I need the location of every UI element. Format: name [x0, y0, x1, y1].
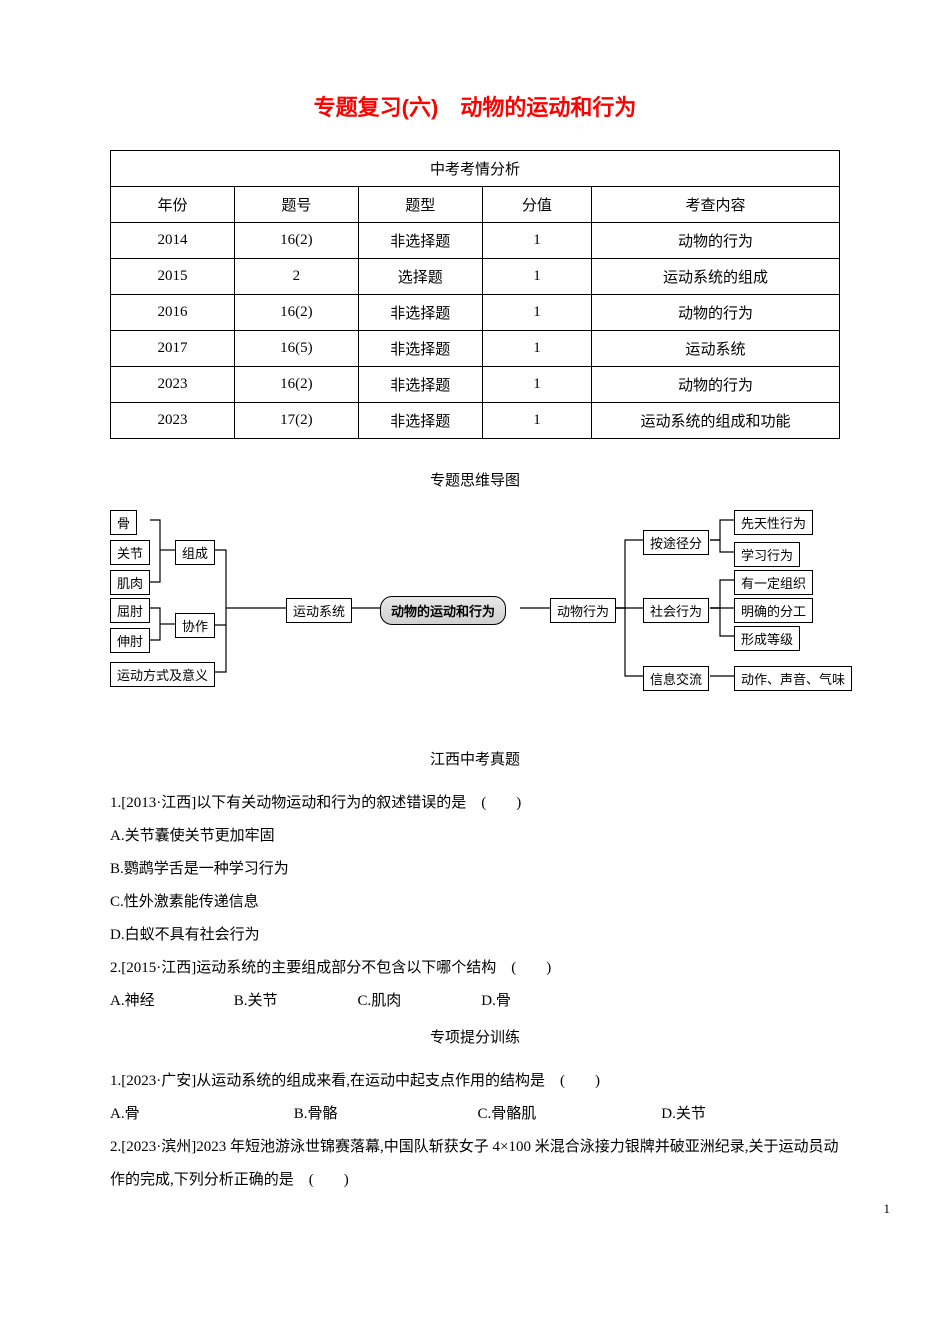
section-zhuanxiang-heading: 专项提分训练: [110, 1026, 840, 1047]
node-quzhou: 屈肘: [110, 598, 150, 623]
exam-analysis-table: 中考考情分析 年份 题号 题型 分值 考查内容 201416(2)非选择题1动物…: [110, 150, 840, 439]
node-center: 动物的运动和行为: [380, 596, 506, 625]
q2-stem: 2.[2015·江西]运动系统的主要组成部分不包含以下哪个结构 ( ): [110, 952, 840, 985]
table-row: 201716(5)非选择题1运动系统: [111, 331, 840, 367]
q2-opt-d: D.骨: [481, 985, 601, 1018]
mindmap-heading: 专题思维导图: [110, 469, 840, 490]
q3-opt-d: D.关节: [661, 1098, 811, 1131]
q2-opt-a: A.神经: [110, 985, 230, 1018]
node-yundongxitong: 运动系统: [286, 598, 352, 623]
page-container: 专题复习(六) 动物的运动和行为 中考考情分析 年份 题号 题型 分值 考查内容…: [0, 0, 950, 1227]
table-header-row: 年份 题号 题型 分值 考查内容: [111, 187, 840, 223]
table-row: 201616(2)非选择题1动物的行为: [111, 295, 840, 331]
q1-opt-a: A.关节囊使关节更加牢固: [110, 820, 840, 853]
node-xingchengdengji: 形成等级: [734, 626, 800, 651]
th-qnum: 题号: [234, 187, 358, 223]
th-qtype: 题型: [358, 187, 482, 223]
table-row: 202316(2)非选择题1动物的行为: [111, 367, 840, 403]
mindmap-diagram: 骨 关节 肌肉 组成 屈肘 伸肘 协作 运动方式及意义 运动系统 动物的运动和行…: [110, 508, 840, 708]
q1-opt-d: D.白蚁不具有社会行为: [110, 919, 840, 952]
q2-opt-b: B.关节: [234, 985, 354, 1018]
node-dongwuxingwei: 动物行为: [550, 598, 616, 623]
node-xinxijiaoliu: 信息交流: [643, 666, 709, 691]
table-row: 201416(2)非选择题1动物的行为: [111, 223, 840, 259]
page-number: 1: [884, 1201, 891, 1217]
q3-opt-a: A.骨: [110, 1098, 290, 1131]
node-shehuixingwei: 社会行为: [643, 598, 709, 623]
node-yundongfangshi: 运动方式及意义: [110, 662, 215, 687]
table-caption: 中考考情分析: [111, 151, 840, 187]
node-antujingfen: 按途径分: [643, 530, 709, 555]
section-jiangxi-heading: 江西中考真题: [110, 748, 840, 769]
node-gu: 骨: [110, 510, 137, 535]
q2-options: A.神经 B.关节 C.肌肉 D.骨: [110, 985, 840, 1018]
node-xiezuo: 协作: [175, 613, 215, 638]
page-title: 专题复习(六) 动物的运动和行为: [110, 90, 840, 122]
q1-opt-c: C.性外激素能传递信息: [110, 886, 840, 919]
node-youzuzhi: 有一定组织: [734, 570, 813, 595]
table-row: 202317(2)非选择题1运动系统的组成和功能: [111, 403, 840, 439]
node-jirou: 肌肉: [110, 570, 150, 595]
q3-opt-b: B.骨骼: [294, 1098, 474, 1131]
q4-stem: 2.[2023·滨州]2023 年短池游泳世锦赛落幕,中国队斩获女子 4×100…: [110, 1131, 840, 1197]
q1-opt-b: B.鹦鹉学舌是一种学习行为: [110, 853, 840, 886]
q3-opt-c: C.骨骼肌: [478, 1098, 658, 1131]
node-mingquefengong: 明确的分工: [734, 598, 813, 623]
q3-options: A.骨 B.骨骼 C.骨骼肌 D.关节: [110, 1098, 840, 1131]
th-score: 分值: [482, 187, 591, 223]
node-xuexixingwei: 学习行为: [734, 542, 800, 567]
q1-stem: 1.[2013·江西]以下有关动物运动和行为的叙述错误的是 ( ): [110, 787, 840, 820]
q3-stem: 1.[2023·广安]从运动系统的组成来看,在运动中起支点作用的结构是 ( ): [110, 1065, 840, 1098]
node-guanjie: 关节: [110, 540, 150, 565]
node-zucheng: 组成: [175, 540, 215, 565]
th-content: 考查内容: [592, 187, 840, 223]
node-dongzuoshengyin: 动作、声音、气味: [734, 666, 852, 691]
q2-opt-c: C.肌肉: [358, 985, 478, 1018]
node-shenzhou: 伸肘: [110, 628, 150, 653]
node-xiantianxing: 先天性行为: [734, 510, 813, 535]
th-year: 年份: [111, 187, 235, 223]
table-row: 20152选择题1运动系统的组成: [111, 259, 840, 295]
